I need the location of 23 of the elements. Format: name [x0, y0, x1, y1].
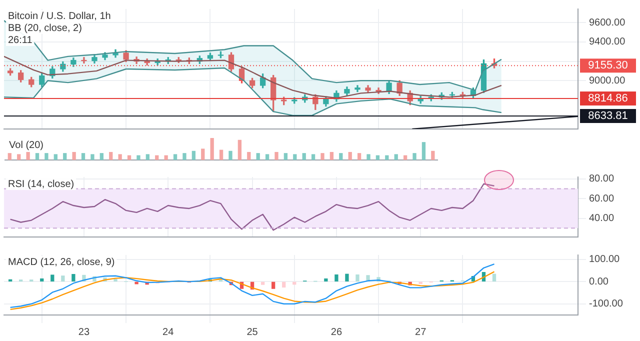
- chart-title: MACD (12, 26, close, 9): [8, 256, 115, 268]
- annotation: BB (20, close, 2): [8, 22, 82, 34]
- annotation: 26:11: [8, 34, 33, 46]
- y-tick-label: 100.00: [589, 254, 620, 266]
- x-tick-label: 27: [415, 326, 427, 338]
- chart-title: RSI (14, close): [8, 178, 74, 190]
- y-tick-label: 9400.00: [589, 36, 626, 48]
- chart-title: Vol (20): [9, 140, 44, 151]
- y-tick-label: 60.00: [589, 193, 614, 204]
- y-tick-label: 40.00: [589, 213, 614, 224]
- ref-line-label: 8633.81: [588, 110, 628, 122]
- y-tick-label: 80.00: [589, 174, 614, 185]
- chart-title: Bitcoin / U.S. Dollar, 1h: [8, 10, 111, 22]
- x-tick-label: 24: [162, 326, 174, 338]
- y-tick-label: 9000.00: [589, 75, 626, 86]
- ref-line-label: 9155.30: [588, 60, 628, 72]
- x-tick-label: 25: [246, 326, 258, 338]
- ref-line-label: 8814.86: [588, 92, 628, 105]
- y-tick-label: 9600.00: [589, 17, 626, 28]
- x-tick-label: 26: [330, 326, 342, 338]
- y-tick-label: -100.00: [589, 298, 624, 310]
- x-tick-label: 23: [78, 326, 90, 338]
- y-tick-label: 0.00: [589, 276, 609, 288]
